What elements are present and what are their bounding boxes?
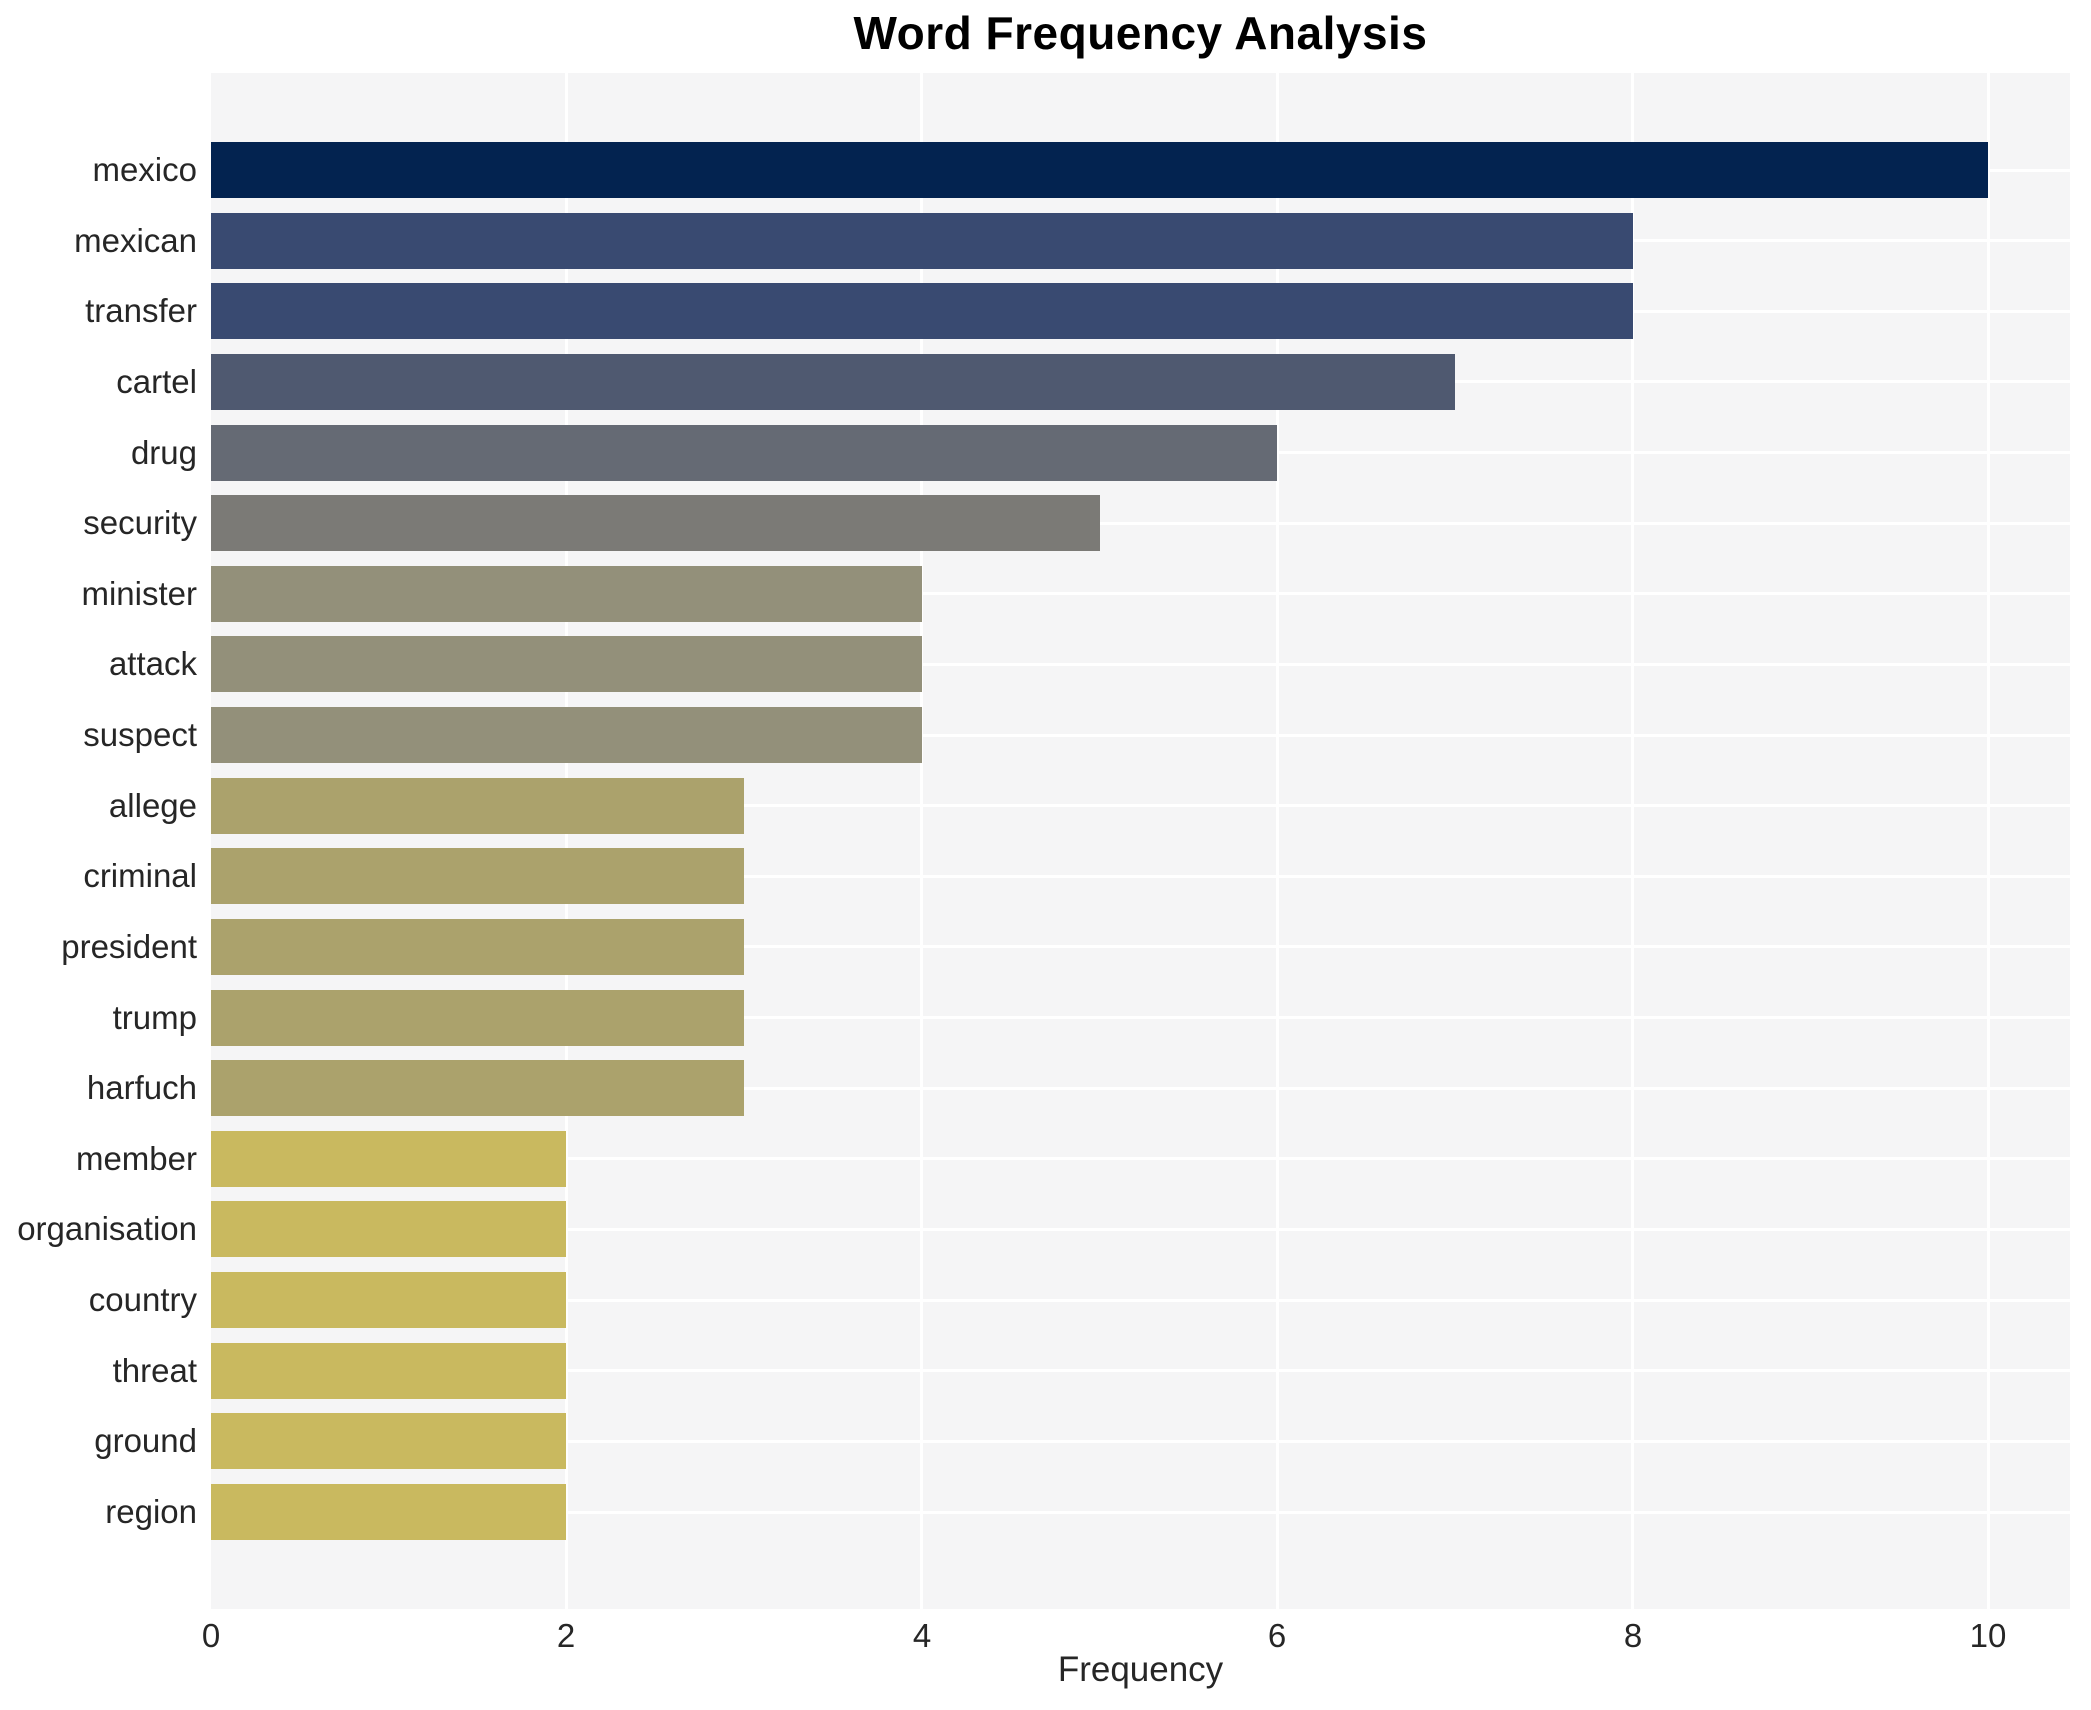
y-axis-label-drug: drug (130, 434, 197, 471)
bar-harfuch (211, 1060, 744, 1116)
x-tick-label-4: 4 (912, 1617, 932, 1654)
plot-area (211, 73, 2070, 1609)
y-axis-label-member: member (75, 1140, 197, 1177)
gridline-horizontal (211, 875, 2070, 878)
gridline-horizontal (211, 804, 2070, 807)
bar-president (211, 919, 744, 975)
gridline-vertical (1987, 73, 1990, 1609)
bar-drug (211, 425, 1277, 481)
gridline-horizontal (211, 663, 2070, 666)
bar-region (211, 1484, 566, 1540)
y-axis-label-minister: minister (81, 575, 197, 612)
x-axis-title: Frequency (1057, 1650, 1224, 1689)
y-axis-label-organisation: organisation (17, 1210, 197, 1247)
bar-trump (211, 990, 744, 1046)
bar-ground (211, 1413, 566, 1469)
gridline-vertical (1276, 73, 1279, 1609)
bar-organisation (211, 1201, 566, 1257)
gridline-vertical (565, 73, 568, 1609)
gridline-horizontal (211, 1228, 2070, 1231)
gridline-horizontal (211, 945, 2070, 948)
chart-title: Word Frequency Analysis (853, 7, 1428, 59)
y-axis-label-suspect: suspect (83, 716, 197, 753)
bar-mexican (211, 213, 1633, 269)
bar-threat (211, 1343, 566, 1399)
gridline-horizontal (211, 1299, 2070, 1302)
y-axis-label-mexican: mexican (74, 222, 197, 259)
gridline-horizontal (211, 1511, 2070, 1514)
gridline-horizontal (211, 1087, 2070, 1090)
gridline-horizontal (211, 1369, 2070, 1372)
bar-country (211, 1272, 566, 1328)
x-tick-label-0: 0 (201, 1617, 221, 1654)
x-tick-label-2: 2 (556, 1617, 576, 1654)
bar-cartel (211, 354, 1455, 410)
bar-member (211, 1131, 566, 1187)
y-axis-label-transfer: transfer (85, 292, 197, 329)
y-axis-label-trump: trump (112, 999, 197, 1036)
gridline-horizontal (211, 1016, 2070, 1019)
x-tick-label-8: 8 (1623, 1617, 1643, 1654)
bar-transfer (211, 283, 1633, 339)
x-axis-ticks: 0 2 4 6 8 10 (0, 1617, 2091, 1659)
bar-suspect (211, 707, 922, 763)
y-axis-label-allege: allege (108, 787, 197, 824)
y-axis-label-ground: ground (94, 1422, 197, 1459)
gridline-horizontal (211, 734, 2070, 737)
gridline-vertical (920, 73, 923, 1609)
y-axis-label-attack: attack (108, 645, 197, 682)
y-axis-label-president: president (61, 928, 197, 965)
gridline-vertical (1631, 73, 1634, 1609)
y-axis-label-country: country (88, 1281, 197, 1318)
gridline-horizontal (211, 1157, 2070, 1160)
gridline-horizontal (211, 522, 2070, 525)
x-tick-label-10: 10 (1969, 1617, 2007, 1654)
y-axis-label-region: region (105, 1493, 197, 1530)
y-axis-label-cartel: cartel (116, 363, 197, 400)
bar-criminal (211, 848, 744, 904)
bar-mexico (211, 142, 1988, 198)
y-axis-label-criminal: criminal (83, 857, 197, 894)
bar-security (211, 495, 1100, 551)
y-axis-label-mexico: mexico (92, 151, 197, 188)
gridline-horizontal (211, 592, 2070, 595)
bar-allege (211, 778, 744, 834)
y-axis-label-security: security (83, 504, 197, 541)
y-axis-label-harfuch: harfuch (86, 1069, 197, 1106)
y-axis-labels: mexico mexican transfer cartel drug security m… (0, 73, 197, 1609)
x-tick-label-6: 6 (1267, 1617, 1287, 1654)
y-axis-label-threat: threat (112, 1352, 197, 1389)
gridline-horizontal (211, 1440, 2070, 1443)
bar-minister (211, 566, 922, 622)
bar-attack (211, 636, 922, 692)
